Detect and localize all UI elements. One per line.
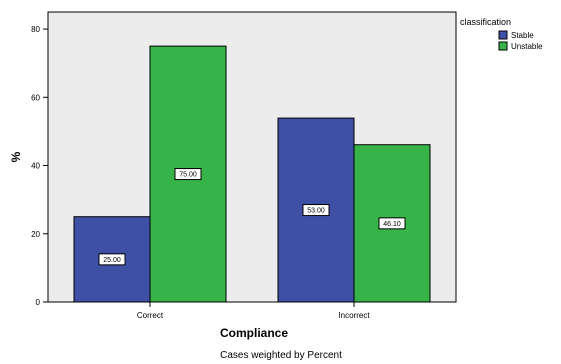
data-label: 46.10 [383,221,401,228]
data-label-box [378,217,406,230]
data-label-box [98,253,126,266]
legend-title: classification [460,17,511,27]
legend-swatch-unstable [498,41,508,51]
y-tick-label: 80 [31,25,40,34]
legend-items: Stable Unstable [498,30,543,51]
data-label-box [302,204,330,217]
x-axis: Correct Incorrect [137,302,370,320]
bars-group: 25.00 75.00 53.00 46.10 [73,45,431,303]
x-tick-label: Incorrect [338,311,370,320]
data-label: 75.00 [179,172,197,179]
y-tick-label: 0 [36,298,41,307]
y-tick-label: 40 [31,162,40,171]
data-label-box [174,168,202,181]
footnote: Cases weighted by Percent [220,350,342,361]
legend-label-stable: Stable [511,31,534,40]
y-axis-title: % [9,151,23,162]
legend: classification Stable Unstable [460,17,543,51]
y-tick-label: 60 [31,93,40,102]
data-label: 25.00 [103,257,121,264]
x-axis-title: Compliance [220,326,288,340]
legend-swatch-stable [498,30,508,40]
y-axis: 0 20 40 60 80 [31,25,48,307]
data-label: 53.00 [307,208,325,215]
legend-label-unstable: Unstable [511,42,543,51]
x-tick-label: Correct [137,311,164,320]
y-tick-label: 20 [31,230,40,239]
